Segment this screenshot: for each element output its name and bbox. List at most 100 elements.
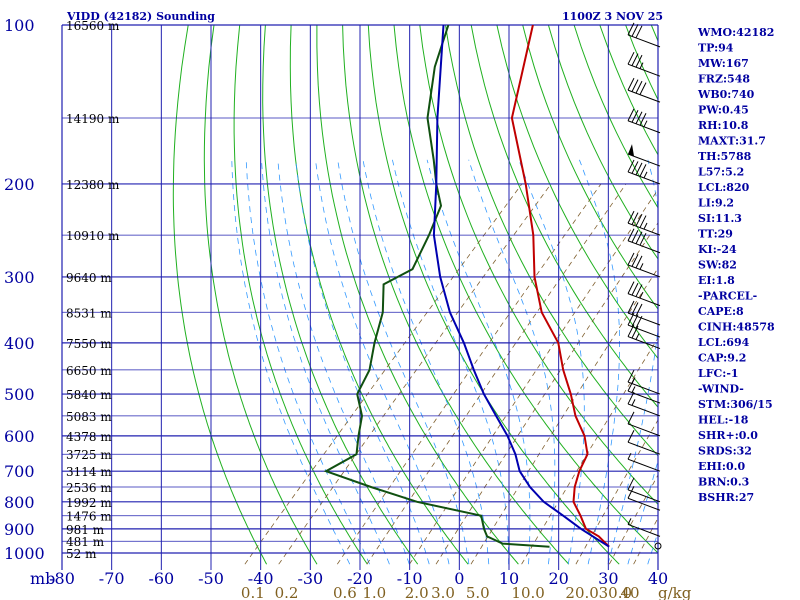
mixing-ratio-label: 30.0 <box>599 584 632 600</box>
wind-barb <box>627 144 661 167</box>
dry-adiabat-line <box>445 25 658 457</box>
y-axis-label: mb <box>30 569 55 588</box>
stat-line: EI:1.8 <box>698 274 735 287</box>
wind-barb <box>627 411 661 437</box>
wind-barb <box>627 477 661 503</box>
mixing-ratio-label: 0.1 <box>241 584 265 600</box>
temperature-profile <box>510 25 610 548</box>
mixing-ratio-unit: g/kg <box>658 584 692 600</box>
moist-adiabat-line <box>392 159 509 565</box>
moist-adiabat-line <box>231 159 351 565</box>
mixing-ratio-line <box>278 183 552 565</box>
mixing-ratio-label: 0.6 <box>333 584 357 600</box>
height-label: 5840 m <box>66 388 112 402</box>
height-label: 14190 m <box>66 112 120 126</box>
pressure-tick-label: 1000 <box>4 544 45 563</box>
height-label: 7550 m <box>66 337 112 351</box>
stat-line: WMO:42182 <box>697 26 774 39</box>
height-label: 4378 m <box>66 430 112 444</box>
mixing-ratio-line <box>435 222 658 565</box>
height-label: 3114 m <box>66 465 112 479</box>
moist-adiabat-line <box>468 159 556 565</box>
mixing-ratio-line <box>244 183 523 565</box>
dry-adiabat-line <box>233 25 368 565</box>
wind-barb <box>654 542 662 550</box>
stat-line: BSHR:27 <box>698 491 754 504</box>
stat-line: CAPE:8 <box>698 305 744 318</box>
height-label: 8531 m <box>66 306 112 320</box>
wind-barb <box>627 391 661 417</box>
dry-adiabat-line <box>342 25 570 565</box>
height-label: 16560 m <box>66 19 120 33</box>
stat-line: BRN:0.3 <box>698 476 749 489</box>
stat-line: -PARCEL- <box>698 290 757 303</box>
mixing-ratio-line <box>470 267 658 565</box>
stat-line: PW:0.45 <box>698 104 749 117</box>
dry-adiabat-line <box>393 25 658 554</box>
dry-adiabat-line <box>496 25 658 360</box>
mixing-ratio-line <box>608 474 658 565</box>
dry-adiabat-line <box>316 25 519 565</box>
stat-line: SI:11.3 <box>698 212 742 225</box>
wind-barb <box>627 252 661 278</box>
mixing-ratio-line <box>521 337 658 565</box>
mixing-ratio-label: 20.0 <box>565 584 598 600</box>
mixing-ratio-label: 2.0 <box>405 584 429 600</box>
height-label: 52 m <box>66 547 97 561</box>
temperature-tick-label: 0 <box>454 569 464 588</box>
stat-line: SHR+:0.0 <box>698 429 758 442</box>
height-label: 481 m <box>66 535 105 549</box>
temperature-tick-label: 20 <box>548 569 568 588</box>
moist-adiabat-line <box>627 459 658 565</box>
stat-line: LCL:694 <box>698 336 750 349</box>
wind-barbs <box>627 22 662 550</box>
pressure-tick-label: 900 <box>4 520 35 539</box>
temperature-tick-label: -70 <box>99 569 125 588</box>
wind-barb <box>627 312 661 338</box>
mixing-ratio-label: 0.2 <box>275 584 299 600</box>
dry-adiabat-line <box>547 25 658 260</box>
wind-barb <box>627 228 661 254</box>
temperature-tick-label: -10 <box>397 569 423 588</box>
stat-line: TP:94 <box>698 42 734 55</box>
stat-line: -WIND- <box>698 383 744 396</box>
stat-line: LCL:820 <box>698 181 750 194</box>
stat-line: LI:9.2 <box>698 197 734 210</box>
stat-line: SW:82 <box>698 259 737 272</box>
moist-adiabat-line <box>245 159 370 565</box>
pressure-tick-label: 300 <box>4 268 35 287</box>
stat-line: KI:-24 <box>698 243 737 256</box>
wind-barb <box>627 22 661 48</box>
moist-adiabat-line <box>426 159 531 565</box>
moist-adiabat-line <box>277 159 410 565</box>
temperature-tick-label: -30 <box>297 569 323 588</box>
height-label: 6650 m <box>66 364 112 378</box>
wind-barb <box>627 486 661 511</box>
moist-adiabat-line <box>337 159 470 565</box>
dry-adiabat-line <box>470 25 658 408</box>
height-label: 5083 m <box>66 410 112 424</box>
stat-line: HEL:-18 <box>698 414 749 427</box>
wind-barb <box>627 281 661 307</box>
stat-line: CINH:48578 <box>698 321 775 334</box>
stat-line: WB0:740 <box>697 88 755 101</box>
temperature-tick-label: -50 <box>198 569 224 588</box>
dry-adiabats <box>172 25 658 565</box>
wind-barb <box>627 210 661 236</box>
wind-barb <box>627 324 661 350</box>
moist-adiabat-line <box>315 159 450 565</box>
wind-barb <box>627 452 661 472</box>
mixing-ratio-label: 5.0 <box>466 584 490 600</box>
stats-panel: WMO:42182 TP:94 MW:167 FRZ:548 WB0:740 PW:0.4… <box>697 26 775 504</box>
stat-line: FRZ:548 <box>698 73 750 86</box>
isotherms <box>62 25 658 570</box>
mixing-ratio-line <box>575 419 658 565</box>
pressure-tick-label: 600 <box>4 427 35 446</box>
wind-barb <box>627 77 661 103</box>
dry-adiabat-line <box>262 25 419 565</box>
height-label: 10910 m <box>66 229 120 243</box>
temperature-tick-label: 10 <box>499 569 519 588</box>
stat-line: LFC:-1 <box>698 367 739 380</box>
